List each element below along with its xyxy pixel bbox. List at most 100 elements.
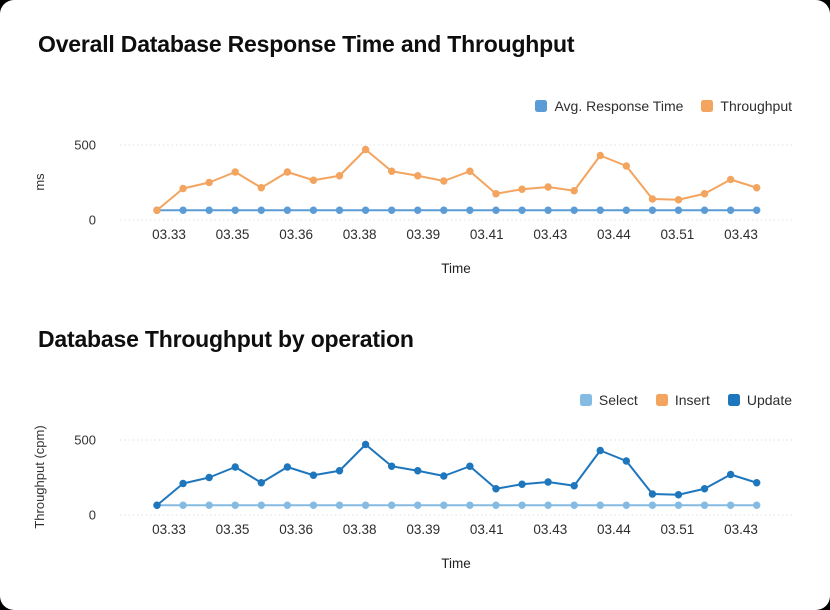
data-point[interactable] xyxy=(335,172,344,180)
data-point[interactable] xyxy=(205,206,213,214)
data-point[interactable] xyxy=(622,457,631,465)
legend-item-insert[interactable]: Insert xyxy=(655,392,710,408)
data-point[interactable] xyxy=(753,206,761,214)
data-point[interactable] xyxy=(309,501,318,509)
data-point[interactable] xyxy=(674,206,683,214)
data-point[interactable] xyxy=(753,501,761,509)
data-point[interactable] xyxy=(726,501,735,509)
data-point[interactable] xyxy=(492,485,500,493)
data-point[interactable] xyxy=(648,501,657,509)
data-point[interactable] xyxy=(231,501,239,509)
data-point[interactable] xyxy=(570,482,578,490)
data-point[interactable] xyxy=(283,501,292,509)
data-point[interactable] xyxy=(466,501,474,509)
data-point[interactable] xyxy=(179,184,187,193)
data-point[interactable] xyxy=(205,473,213,482)
data-point[interactable] xyxy=(440,177,448,185)
data-point[interactable] xyxy=(231,206,239,214)
data-point[interactable] xyxy=(648,490,657,498)
data-point[interactable] xyxy=(257,184,265,192)
data-point[interactable] xyxy=(700,206,709,214)
data-point[interactable] xyxy=(570,501,578,509)
data-point[interactable] xyxy=(648,195,657,203)
data-point[interactable] xyxy=(205,501,213,509)
data-point[interactable] xyxy=(596,206,604,214)
data-point[interactable] xyxy=(700,190,709,198)
data-point[interactable] xyxy=(283,463,292,471)
legend-item-select[interactable]: Select xyxy=(579,392,638,408)
data-point[interactable] xyxy=(335,501,344,509)
data-point[interactable] xyxy=(361,501,370,509)
data-point[interactable] xyxy=(753,184,761,192)
legend-item-avg-response-time[interactable]: Avg. Response Time xyxy=(535,98,683,114)
data-point[interactable] xyxy=(544,501,552,509)
data-point[interactable] xyxy=(309,206,318,214)
data-point[interactable] xyxy=(492,501,500,509)
data-point[interactable] xyxy=(596,151,604,160)
data-point[interactable] xyxy=(700,485,709,493)
data-point[interactable] xyxy=(440,472,448,480)
data-point[interactable] xyxy=(231,463,239,471)
data-point[interactable] xyxy=(387,501,396,509)
data-point[interactable] xyxy=(466,462,474,470)
data-point[interactable] xyxy=(726,175,735,184)
data-point[interactable] xyxy=(544,183,552,191)
data-point[interactable] xyxy=(153,206,161,214)
data-point[interactable] xyxy=(492,206,500,214)
data-point[interactable] xyxy=(179,206,187,214)
data-point[interactable] xyxy=(231,168,239,176)
data-point[interactable] xyxy=(361,440,370,449)
legend-item-update[interactable]: Update xyxy=(727,392,792,408)
data-point[interactable] xyxy=(387,206,396,214)
data-point[interactable] xyxy=(570,206,578,214)
data-point[interactable] xyxy=(622,162,631,170)
data-point[interactable] xyxy=(596,501,604,509)
data-point[interactable] xyxy=(518,501,526,509)
data-point[interactable] xyxy=(518,206,526,214)
data-point[interactable] xyxy=(257,206,265,214)
data-point[interactable] xyxy=(414,467,422,475)
data-point[interactable] xyxy=(387,462,396,470)
data-point[interactable] xyxy=(179,479,187,488)
data-point[interactable] xyxy=(544,478,552,486)
data-point[interactable] xyxy=(622,206,631,214)
data-point[interactable] xyxy=(648,206,657,214)
data-point[interactable] xyxy=(466,206,474,214)
data-point[interactable] xyxy=(492,190,500,198)
data-point[interactable] xyxy=(309,176,318,184)
data-point[interactable] xyxy=(440,501,448,509)
data-point[interactable] xyxy=(544,206,552,214)
data-point[interactable] xyxy=(283,168,292,176)
data-point[interactable] xyxy=(335,467,344,475)
data-point[interactable] xyxy=(179,501,187,509)
data-point[interactable] xyxy=(570,187,578,195)
data-point[interactable] xyxy=(414,206,422,214)
data-point[interactable] xyxy=(674,196,683,204)
data-point[interactable] xyxy=(361,145,370,154)
data-point[interactable] xyxy=(726,206,735,214)
data-point[interactable] xyxy=(674,491,683,499)
legend-label: Update xyxy=(746,392,792,408)
data-point[interactable] xyxy=(753,479,761,487)
data-point[interactable] xyxy=(518,480,526,488)
data-point[interactable] xyxy=(700,501,709,509)
data-point[interactable] xyxy=(361,206,370,214)
data-point[interactable] xyxy=(596,446,604,455)
data-point[interactable] xyxy=(205,178,213,187)
data-point[interactable] xyxy=(153,501,161,509)
data-point[interactable] xyxy=(414,501,422,509)
data-point[interactable] xyxy=(440,206,448,214)
data-point[interactable] xyxy=(622,501,631,509)
data-point[interactable] xyxy=(387,167,396,175)
data-point[interactable] xyxy=(257,501,265,509)
data-point[interactable] xyxy=(335,206,344,214)
data-point[interactable] xyxy=(466,167,474,175)
data-point[interactable] xyxy=(309,471,318,479)
data-point[interactable] xyxy=(518,185,526,193)
data-point[interactable] xyxy=(726,470,735,479)
data-point[interactable] xyxy=(283,206,292,214)
legend-item-throughput[interactable]: Throughput xyxy=(701,98,792,114)
data-point[interactable] xyxy=(674,501,683,509)
data-point[interactable] xyxy=(414,172,422,180)
data-point[interactable] xyxy=(257,479,265,487)
